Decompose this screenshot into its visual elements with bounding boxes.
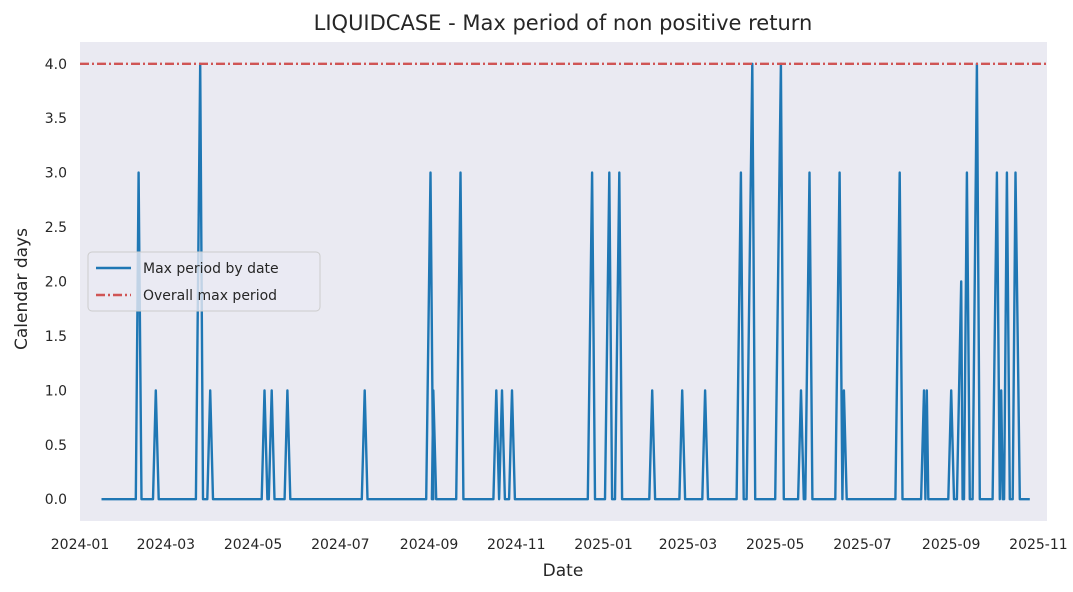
y-tick-label: 2.0 xyxy=(45,275,67,291)
legend-box xyxy=(87,251,321,312)
y-axis-label: Calendar days xyxy=(12,228,32,350)
series-layer xyxy=(80,62,1047,501)
x-tick-label: 2024-11 xyxy=(487,537,546,553)
x-tick-label: 2025-05 xyxy=(746,537,805,553)
legend: Max period by date Overall max period xyxy=(87,251,321,312)
x-tick-label: 2024-03 xyxy=(137,537,196,553)
y-tick-label: 4.0 xyxy=(45,57,67,73)
y-tick-label: 0.5 xyxy=(45,438,67,454)
x-tick-label: 2024-01 xyxy=(51,537,110,553)
chart-title: LIQUIDCASE - Max period of non positive … xyxy=(314,11,813,35)
x-tick-label: 2025-07 xyxy=(833,537,892,553)
x-tick-label: 2024-05 xyxy=(224,537,283,553)
y-tick-label: 1.0 xyxy=(45,383,67,399)
legend-label-overall-max-period: Overall max period xyxy=(143,288,277,304)
y-tick-label: 2.5 xyxy=(45,220,67,236)
y-tick-label: 0.0 xyxy=(45,492,67,508)
x-tick-label: 2025-03 xyxy=(659,537,718,553)
x-tick-label: 2025-09 xyxy=(922,537,981,553)
legend-label-max-period-by-date: Max period by date xyxy=(143,261,279,277)
x-tick-label: 2024-09 xyxy=(400,537,459,553)
y-tick-label: 3.5 xyxy=(45,111,67,127)
x-tick-labels: 2024-01 2024-03 2024-05 2024-07 2024-09 2024-… xyxy=(51,537,1068,553)
x-tick-label: 2025-01 xyxy=(574,537,633,553)
x-axis-label: Date xyxy=(543,561,584,581)
x-tick-label: 2024-07 xyxy=(311,537,370,553)
series-line-max-period-by-date xyxy=(101,62,1030,501)
y-tick-label: 1.5 xyxy=(45,329,67,345)
y-tick-labels: 0.0 0.5 1.0 1.5 2.0 2.5 3.0 3.5 4.0 xyxy=(45,57,67,508)
x-tick-label: 2025-11 xyxy=(1009,537,1068,553)
y-tick-label: 3.0 xyxy=(45,166,67,182)
